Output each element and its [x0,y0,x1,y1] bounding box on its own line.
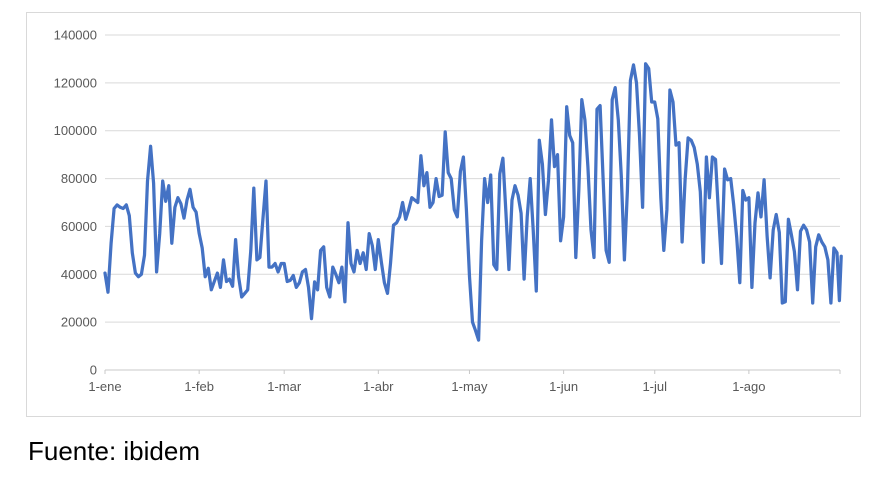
y-tick-label: 20000 [61,315,97,330]
gridlines [105,34,840,323]
x-tick-label: 1-may [451,379,488,394]
source-caption: Fuente: ibidem [28,436,200,466]
y-tick-label: 60000 [61,219,97,234]
y-axis-labels: 0 20000 40000 60000 80000 100000 120000 140000 [54,28,97,378]
x-tick-label: 1-ene [88,379,121,394]
y-tick-label: 40000 [61,267,97,282]
line-chart-svg: 0 20000 40000 60000 80000 100000 120000 140000 1… [54,28,843,394]
x-tick-label: 1-feb [184,379,214,394]
x-axis: 1-ene 1-feb 1-mar 1-abr 1-may 1-jun 1-jul 1-ago [88,369,841,394]
x-tick-label: 1-mar [267,379,302,394]
data-line-series [103,62,843,342]
y-tick-label: 0 [90,363,97,378]
y-tick-label: 80000 [61,171,97,186]
x-tick-label: 1-jul [642,379,667,394]
line-chart-container: 0 20000 40000 60000 80000 100000 120000 140000 1… [26,12,861,417]
y-tick-label: 120000 [54,75,97,90]
y-tick-label: 100000 [54,123,97,138]
x-tick-label: 1-abr [363,379,394,394]
y-tick-label: 140000 [54,28,97,43]
x-tick-label: 1-jun [549,379,578,394]
x-tick-label: 1-ago [732,379,765,394]
